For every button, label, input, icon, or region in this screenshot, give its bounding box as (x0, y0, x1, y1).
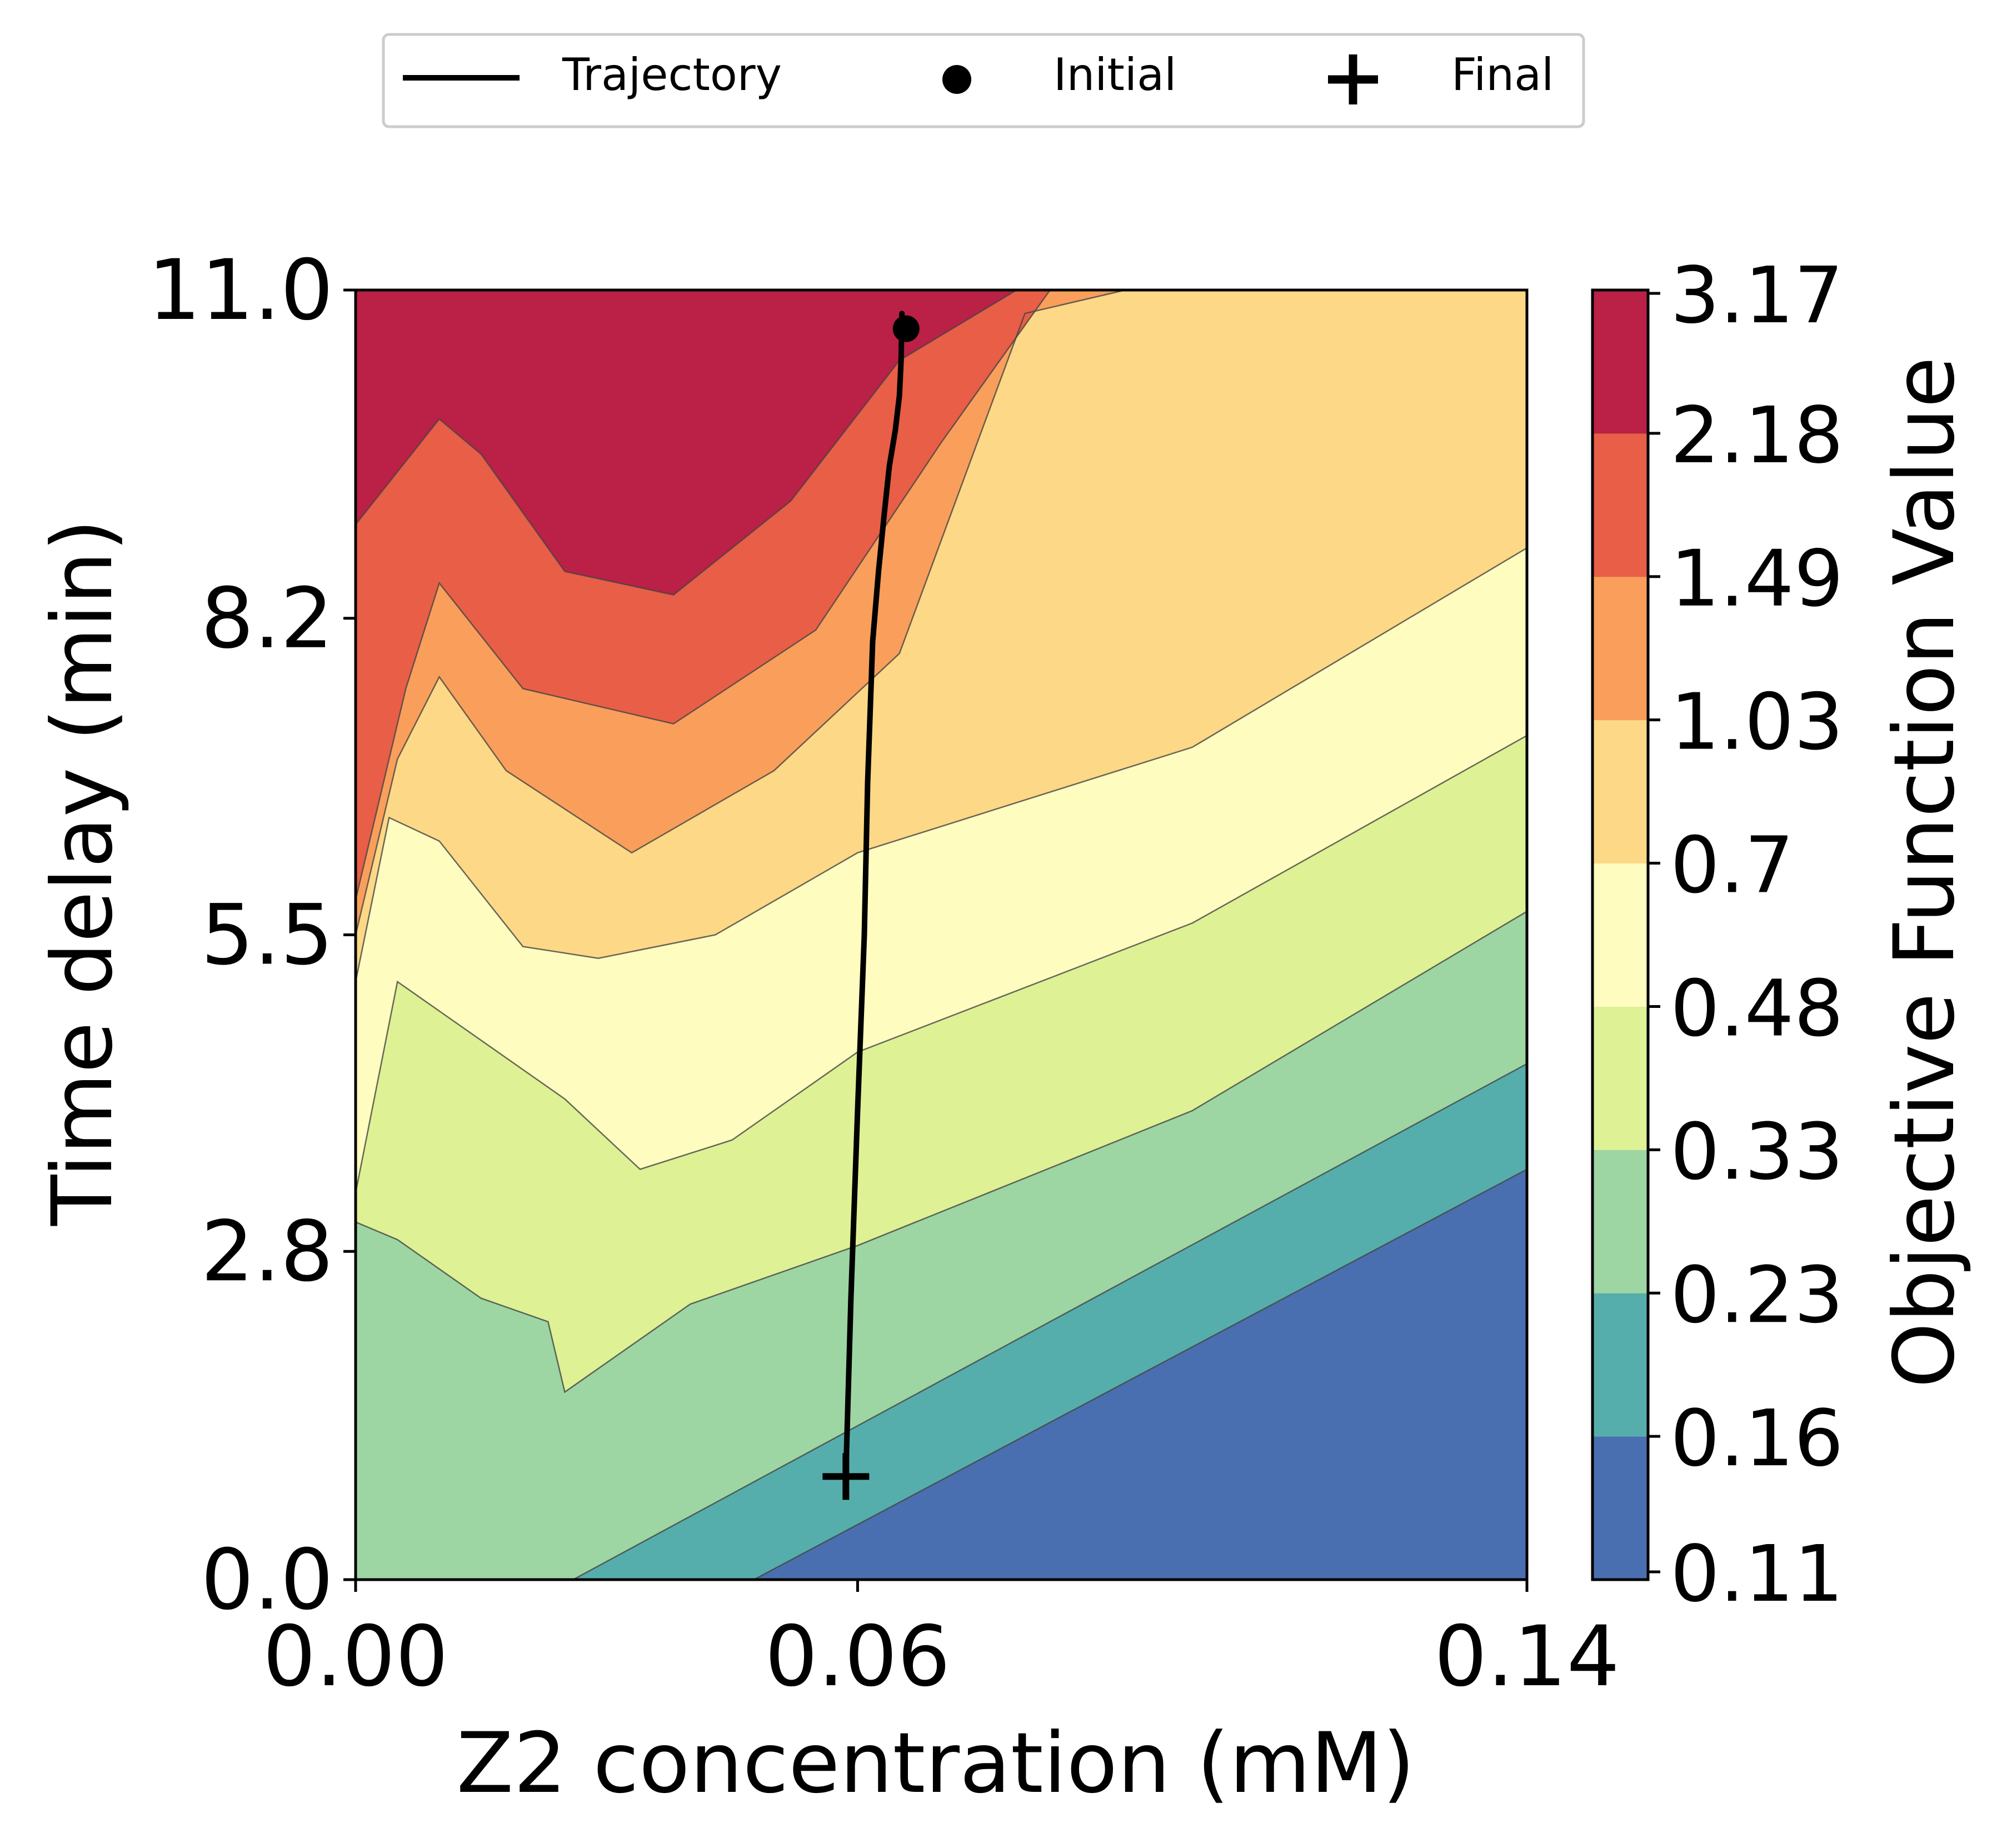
contour-band-8 (356, 290, 1527, 595)
colorbar-segment (1592, 290, 1648, 434)
colorbar: 0.11 0.16 0.23 0.33 0.48 0.7 1.03 1.49 2.18 3.17 (1591, 251, 1844, 1620)
contour-bands (356, 290, 1527, 1580)
colorbar-tick-label: 3.17 (1670, 251, 1844, 341)
legend-initial-swatch (942, 65, 971, 94)
final-marker (822, 1453, 870, 1500)
contour-line-0 (753, 1168, 1527, 1580)
legend: Trajectory Initial Final (382, 33, 1585, 128)
contour-line-3 (356, 735, 1527, 1193)
colorbar-segment (1592, 433, 1648, 577)
contour-line-7 (356, 290, 1017, 596)
colorbar-segment (1592, 1006, 1648, 1150)
y-tick-label: 11.0 (148, 242, 333, 339)
y-tick-label: 5.5 (201, 887, 333, 984)
y-tick-label: 8.2 (201, 571, 333, 667)
legend-final-label: Final (1451, 49, 1554, 101)
contour-line-6 (356, 290, 1051, 900)
contour-line-2 (356, 911, 1527, 1394)
colorbar-tick-label: 1.03 (1670, 677, 1844, 768)
colorbar-tick-label: 0.7 (1670, 821, 1794, 911)
legend-frame (382, 33, 1585, 128)
y-axis-label: Time delay (min) (34, 519, 131, 1226)
x-tick-label: 0.06 (765, 1609, 950, 1705)
colorbar-tick-label: 1.49 (1670, 534, 1844, 625)
legend-trajectory-label: Trajectory (562, 49, 782, 101)
contour-line-4 (356, 547, 1527, 982)
colorbar-segment (1592, 720, 1648, 864)
y-tick-label: 2.8 (201, 1203, 333, 1300)
initial-marker (892, 315, 920, 342)
colorbar-segment (1592, 1436, 1648, 1580)
legend-initial-label: Initial (1054, 49, 1176, 101)
contour-lines (356, 290, 1527, 1580)
trajectory-line (843, 311, 905, 1477)
y-axis: 0.0 2.8 5.5 8.2 11.0 (148, 242, 356, 1629)
x-axis: 0.00 0.06 0.14 (263, 1580, 1620, 1705)
plot-area (354, 288, 1529, 1581)
colorbar-segment (1592, 863, 1648, 1007)
colorbar-tick-label: 0.11 (1670, 1529, 1844, 1620)
colorbar-segment (1592, 576, 1648, 721)
colorbar-tick-label: 0.23 (1670, 1250, 1844, 1341)
colorbar-tick-label: 0.48 (1670, 963, 1844, 1054)
x-tick-label: 0.00 (263, 1609, 448, 1705)
colorbar-segment (1592, 1293, 1648, 1437)
contour-line-1 (572, 1063, 1527, 1580)
y-tick-label: 0.0 (201, 1532, 333, 1629)
x-tick-label: 0.14 (1434, 1609, 1620, 1705)
legend-final-swatch (1328, 54, 1378, 104)
colorbar-tick-label: 0.16 (1670, 1394, 1844, 1484)
x-axis-label: Z2 concentration (mM) (457, 1715, 1415, 1812)
colorbar-tick-label: 0.33 (1670, 1107, 1844, 1197)
colorbar-segment (1592, 1150, 1648, 1293)
contour-line-5 (356, 290, 1126, 935)
colorbar-frame (1591, 288, 1650, 1581)
colorbar-tick-label: 2.18 (1670, 391, 1844, 481)
trajectory-layer (822, 311, 920, 1500)
colorbar-label: Objective Function Value (1876, 357, 1973, 1389)
